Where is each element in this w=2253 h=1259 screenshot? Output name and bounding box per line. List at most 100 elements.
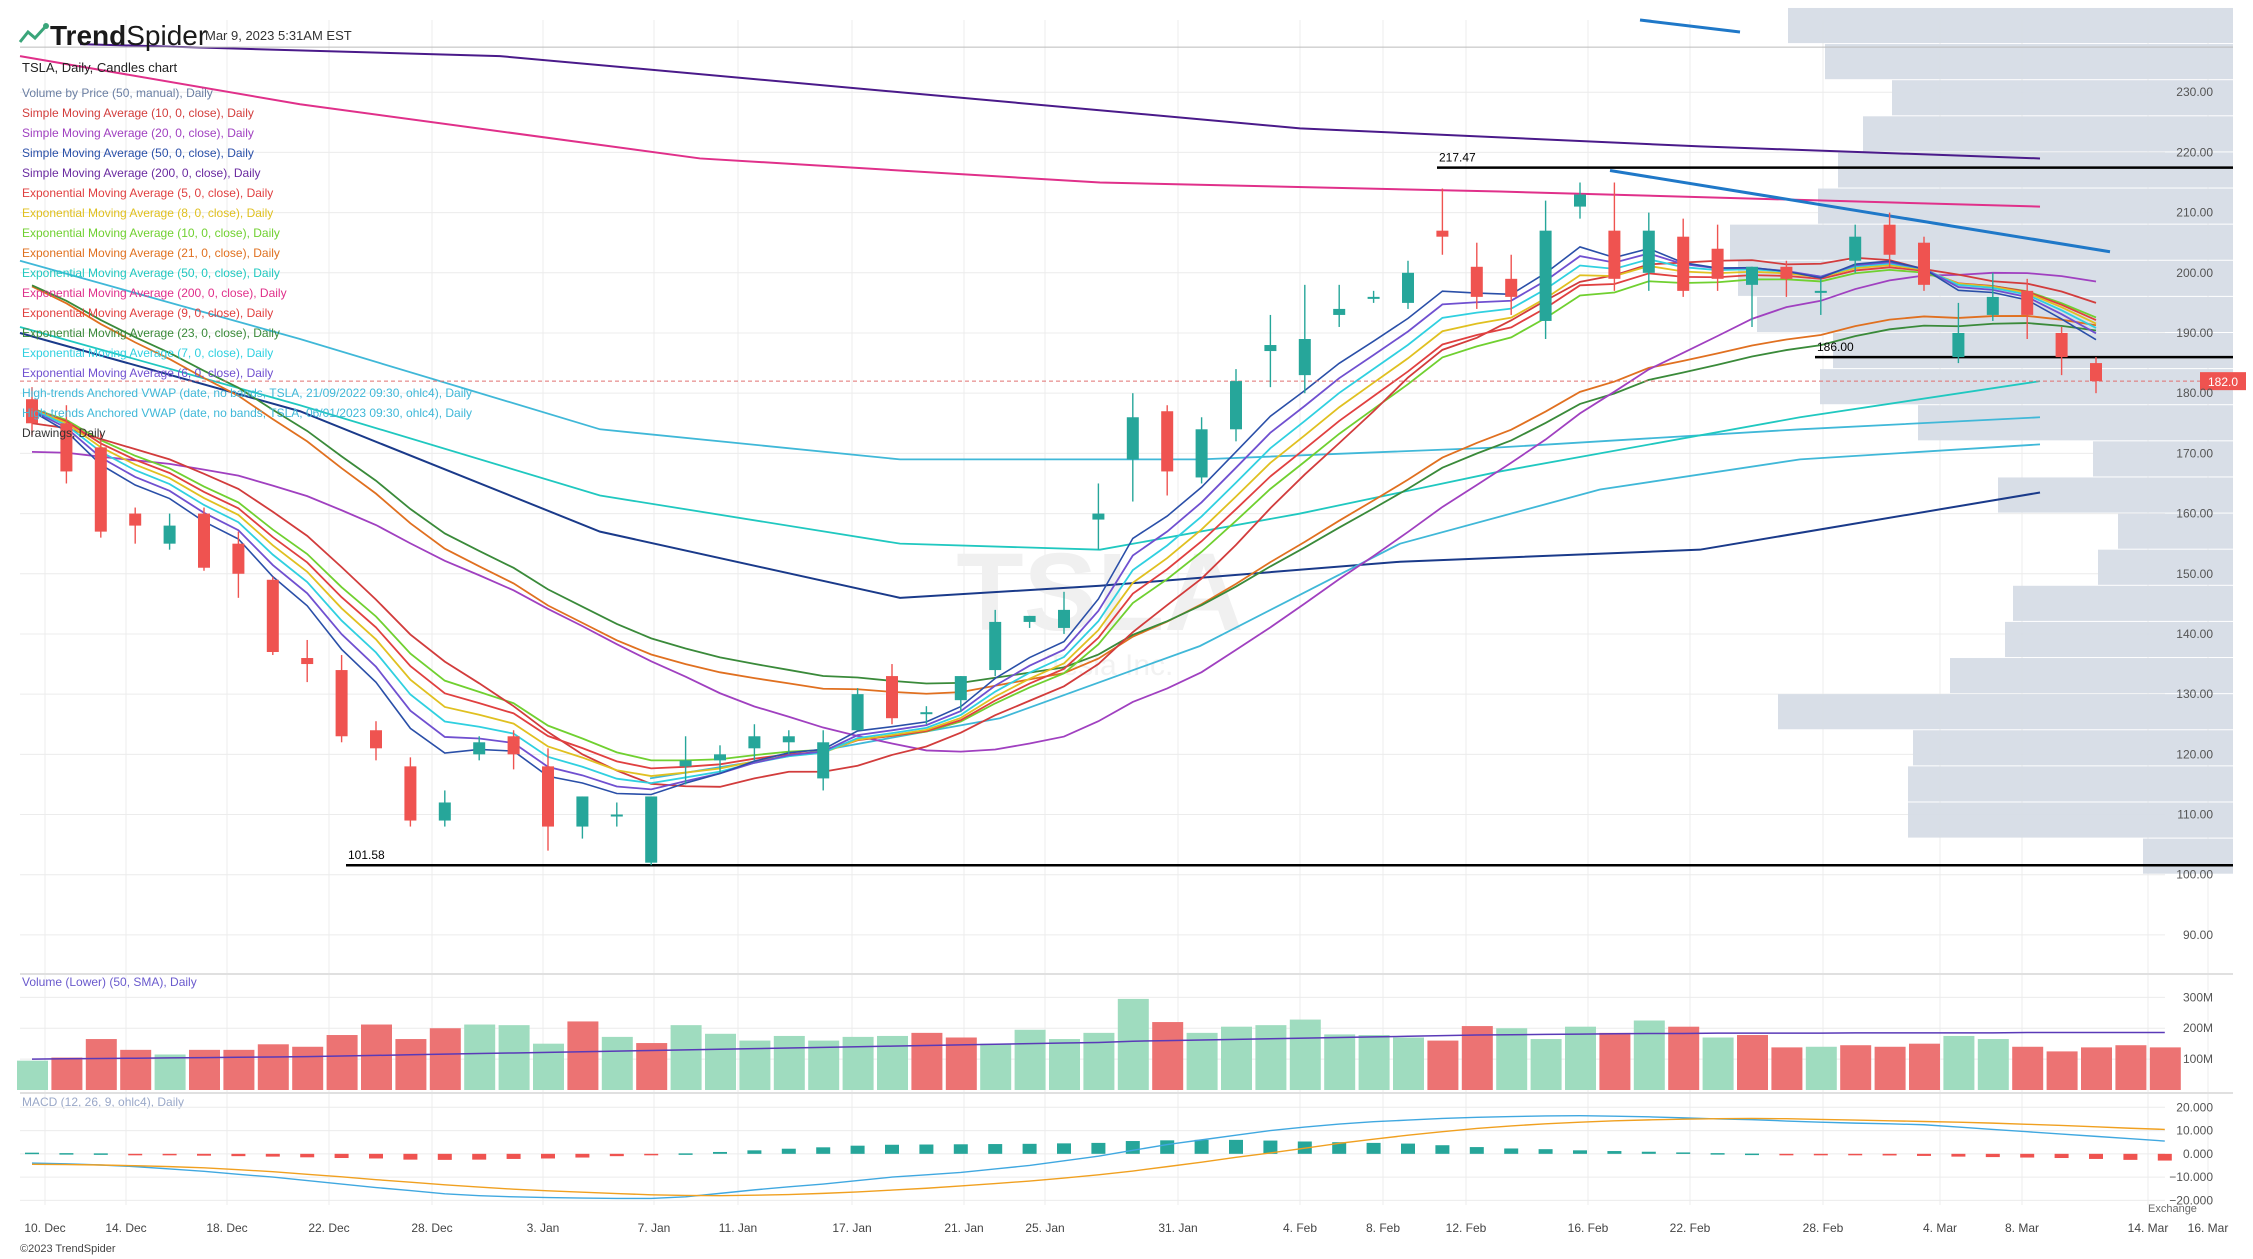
candle-body xyxy=(1264,345,1277,352)
volume-bar xyxy=(189,1049,220,1090)
x-tick-label: 18. Dec xyxy=(206,1221,247,1235)
last-price-badge xyxy=(2200,372,2246,391)
macd-histogram-bar xyxy=(1676,1152,1691,1154)
candle-body xyxy=(714,754,726,761)
candle-body xyxy=(1711,248,1724,279)
candle-body xyxy=(1436,230,1449,237)
macd-line xyxy=(31,1114,2165,1200)
candle-body xyxy=(1402,272,1414,303)
candle-body xyxy=(2021,290,2034,315)
macd-histogram-bar xyxy=(988,1144,1003,1154)
macd-histogram-bar xyxy=(644,1153,659,1156)
macd-histogram-bar xyxy=(2020,1153,2035,1158)
indicator-label: Exponential Moving Average (6, 0, close)… xyxy=(22,366,273,380)
vbp-bin xyxy=(1778,694,2233,730)
vbp-bin xyxy=(1908,802,2233,838)
ema-200-line xyxy=(19,55,2041,208)
candle-body xyxy=(610,814,623,817)
candle-body xyxy=(1918,242,1930,285)
volume-bar xyxy=(1014,1029,1046,1090)
volume-bar xyxy=(1324,1034,1356,1090)
macd-histogram-bar xyxy=(678,1153,693,1155)
last-price-label: 182.0 xyxy=(2208,375,2238,389)
volume-bar xyxy=(1909,1043,1940,1090)
candle-body xyxy=(954,676,967,701)
volume-bar xyxy=(1117,998,1149,1090)
logo-icon xyxy=(18,23,49,43)
y-tick-label: 140.00 xyxy=(2176,627,2213,641)
macd-histogram-bar xyxy=(1091,1142,1106,1154)
x-tick-label: 14. Dec xyxy=(105,1221,146,1235)
ema-23-line xyxy=(31,284,2097,685)
y-tick-label: 220.00 xyxy=(2176,145,2213,159)
volume-bar xyxy=(1393,1037,1424,1090)
candle-body xyxy=(679,760,692,767)
macd-histogram-bar xyxy=(1573,1150,1587,1154)
candle-body xyxy=(1367,296,1380,299)
candle-body xyxy=(1092,513,1105,520)
macd-histogram-bar xyxy=(747,1150,762,1154)
macd-histogram-bar xyxy=(713,1151,727,1154)
candlestick-series xyxy=(26,182,2102,866)
volume-bar xyxy=(326,1035,358,1090)
macd-histogram-bar xyxy=(506,1153,521,1159)
volume-tick-label: 200M xyxy=(2183,1021,2213,1035)
candle-body xyxy=(851,694,864,731)
indicator-label: Exponential Moving Average (23, 0, close… xyxy=(22,326,280,340)
candle-body xyxy=(1058,609,1070,628)
candle-body xyxy=(2090,363,2102,382)
macd-histogram-bar xyxy=(162,1153,177,1156)
candle-body xyxy=(576,796,589,827)
sma-10-line xyxy=(31,256,2097,788)
volume-bar xyxy=(1977,1039,2009,1090)
ema-50-line xyxy=(19,326,2041,551)
macd-histogram-bar xyxy=(816,1147,831,1154)
indicator-label: Simple Moving Average (200, 0, close), D… xyxy=(22,166,261,180)
macd-histogram-bar xyxy=(1229,1139,1243,1154)
y-tick-label: 180.00 xyxy=(2176,386,2213,400)
volume-bar xyxy=(1599,1032,1631,1090)
volume-bar xyxy=(1358,1035,1390,1090)
volume-bar xyxy=(1668,1026,1700,1090)
macd-histogram-bar xyxy=(1057,1143,1071,1154)
horizontal-drawings[interactable]: 217.47 186.00 101.58 182.0 xyxy=(20,46,2246,867)
candle-body xyxy=(542,766,554,827)
macd-histogram-bar xyxy=(1263,1140,1278,1154)
macd-histogram-bar xyxy=(1125,1141,1140,1154)
candle-body xyxy=(782,736,795,743)
x-tick-label: 25. Jan xyxy=(1025,1221,1064,1235)
candle-body xyxy=(301,658,314,665)
volume-bar xyxy=(808,1040,840,1090)
timestamp: Mar 9, 2023 5:31AM EST xyxy=(205,28,352,43)
macd-histogram-bar xyxy=(1160,1140,1175,1154)
vbp-bin xyxy=(1913,730,2233,766)
x-tick-label: 10. Dec xyxy=(24,1221,65,1235)
volume-title: Volume (Lower) (50, SMA), Daily xyxy=(22,975,197,989)
candle-body xyxy=(645,796,658,863)
indicator-label: Exponential Moving Average (7, 0, close)… xyxy=(22,346,273,360)
x-tick-label: 11. Jan xyxy=(719,1221,757,1235)
trendline-down xyxy=(1609,168,2111,254)
indicator-label: High-trends Anchored VWAP (date, no band… xyxy=(22,386,472,400)
volume-bar xyxy=(705,1033,736,1090)
macd-histogram-bar xyxy=(403,1153,418,1160)
candle-body xyxy=(232,543,245,574)
trendspider-logo: TrendSpider xyxy=(18,20,207,51)
x-tick-label: 4. Mar xyxy=(1923,1221,1957,1235)
candle-body xyxy=(1814,290,1827,293)
macd-histogram-bar xyxy=(919,1144,934,1154)
x-tick-label: 4. Feb xyxy=(1283,1221,1317,1235)
y-tick-label: 120.00 xyxy=(2176,747,2213,761)
macd-histogram-bar xyxy=(2089,1153,2103,1159)
volume-bar xyxy=(257,1044,289,1090)
vbp-bin xyxy=(2118,513,2233,549)
macd-histogram-bar xyxy=(2123,1153,2138,1160)
macd-histogram-bar xyxy=(953,1144,968,1154)
candle-body xyxy=(266,579,279,653)
candle-body xyxy=(438,802,451,821)
vbp-bin xyxy=(2143,838,2233,874)
indicator-label: Exponential Moving Average (10, 0, close… xyxy=(22,226,280,240)
volume-bar xyxy=(1152,1022,1184,1090)
volume-bar xyxy=(51,1057,83,1090)
